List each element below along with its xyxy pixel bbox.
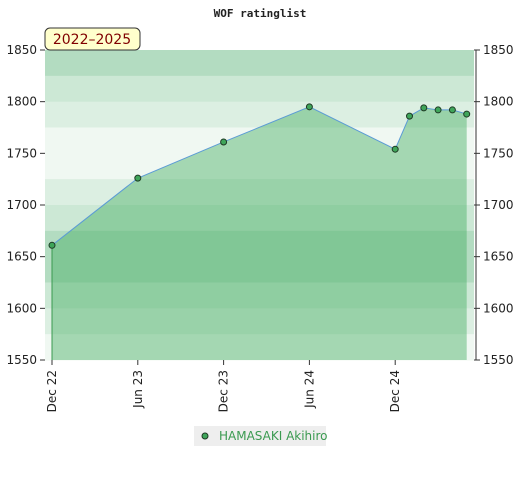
chart-title: WOF ratinglist xyxy=(214,7,307,20)
legend-label: HAMASAKI Akihiro xyxy=(219,429,328,443)
band xyxy=(45,153,474,180)
band xyxy=(45,179,474,206)
y-tick-label: 1800 xyxy=(6,95,37,109)
y2-tick-label: 1550 xyxy=(483,353,514,367)
point xyxy=(220,138,228,146)
y-tick-label: 1550 xyxy=(6,353,37,367)
y2-tick-label: 1650 xyxy=(483,250,514,264)
badge: 2022–2025 xyxy=(53,32,131,48)
x-tick-label: Jun 23 xyxy=(131,370,145,409)
point xyxy=(48,241,56,249)
y2-tick-label: 1800 xyxy=(483,95,514,109)
band xyxy=(45,230,474,258)
y-tick-label: 1600 xyxy=(6,301,37,315)
y2-tick-label: 1600 xyxy=(483,301,514,315)
band xyxy=(45,334,474,361)
point xyxy=(305,103,313,111)
y2-tick-label: 1750 xyxy=(483,146,514,160)
band xyxy=(45,256,474,283)
area xyxy=(52,106,467,360)
point xyxy=(434,106,442,114)
y-tick-label: 1750 xyxy=(6,146,37,160)
y2-tick-label: 1700 xyxy=(483,198,514,212)
point xyxy=(391,145,399,153)
x-tick-label: Jun 24 xyxy=(302,370,316,409)
legend xyxy=(194,426,326,446)
point xyxy=(448,106,456,114)
plot-area xyxy=(45,50,474,361)
band xyxy=(45,101,474,128)
y2-tick-label: 1850 xyxy=(483,43,514,57)
badge-box xyxy=(44,27,141,51)
point xyxy=(406,112,413,120)
y-tick-label: 1650 xyxy=(6,250,37,264)
x-tick-label: Dec 23 xyxy=(217,370,231,412)
x-tick-label: Dec 24 xyxy=(388,370,402,412)
point xyxy=(420,104,428,112)
band xyxy=(45,50,474,77)
point xyxy=(463,110,471,118)
line xyxy=(51,106,467,246)
x-tick-label: Dec 22 xyxy=(45,370,59,412)
y-tick-label: 1850 xyxy=(6,43,37,57)
y-tick-label: 1700 xyxy=(6,198,37,212)
band xyxy=(45,308,474,335)
point xyxy=(134,174,142,182)
legend-marker xyxy=(201,432,209,440)
band xyxy=(45,205,474,232)
band xyxy=(45,75,474,103)
band xyxy=(45,282,474,309)
